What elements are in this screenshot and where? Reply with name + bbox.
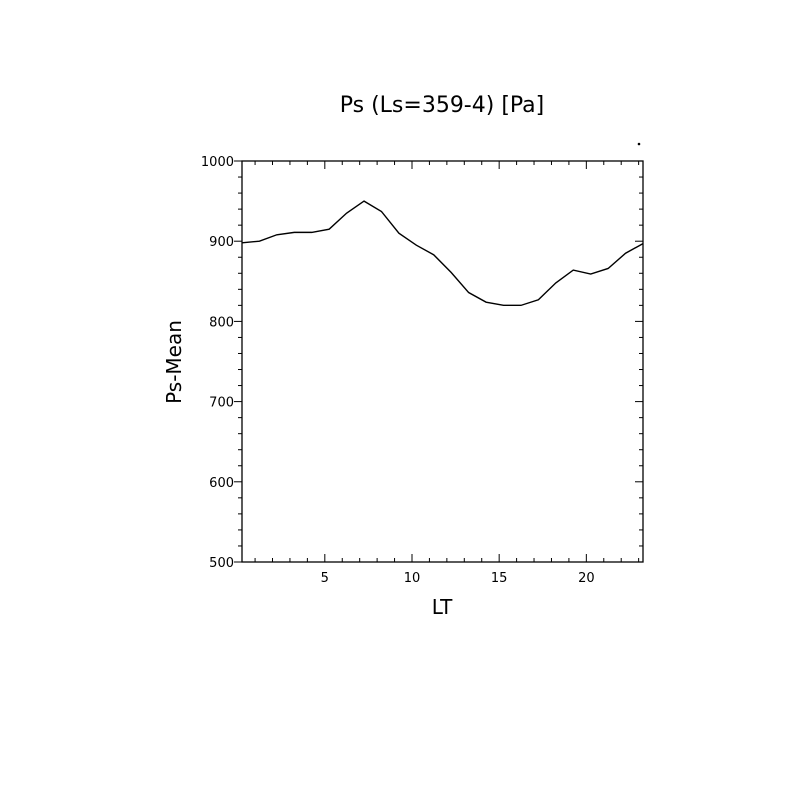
axis-ticks: [234, 160, 643, 563]
x-tick-label: 10: [404, 571, 421, 586]
x-axis-label: LT: [432, 595, 453, 619]
y-tick-label: 900: [209, 235, 234, 250]
y-tick-label: 800: [209, 315, 234, 330]
series-line: [241, 200, 644, 307]
tick-labels: 5 10 15 20 500 600 700 800 900 1000: [201, 155, 595, 586]
corner-dot: [637, 142, 641, 146]
y-tick-label: 1000: [201, 155, 234, 170]
plot-frame: [241, 160, 644, 563]
x-tick-label: 5: [321, 571, 329, 586]
chart-title: Ps (Ls=359-4) [Pa]: [340, 93, 545, 118]
y-axis-label: Ps-Mean: [162, 320, 186, 404]
x-tick-label: 15: [491, 571, 508, 586]
y-tick-label: 700: [209, 396, 234, 411]
y-tick-label: 600: [209, 476, 234, 491]
x-tick-label: 20: [578, 571, 595, 586]
y-tick-label: 500: [209, 556, 234, 571]
